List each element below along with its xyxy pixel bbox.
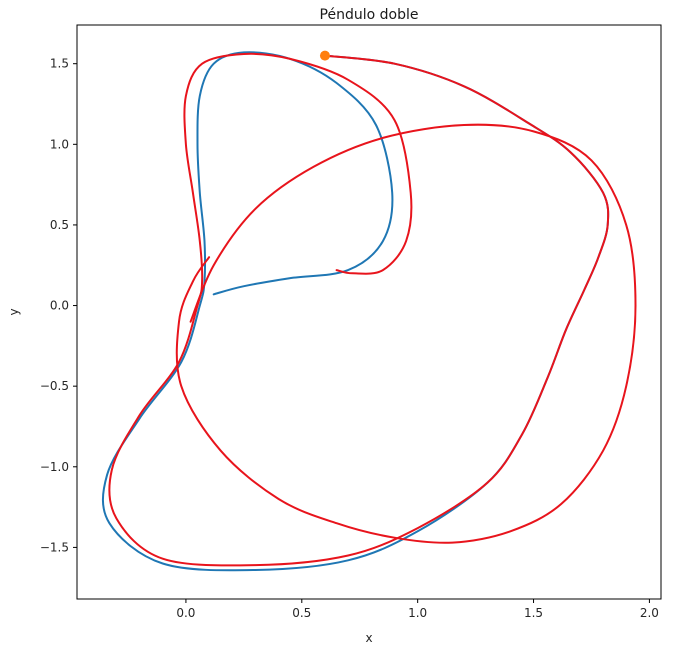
y-tick-label: 1.0 xyxy=(50,137,69,151)
x-tick-label: 0.5 xyxy=(292,606,311,620)
trajectory-line-3 xyxy=(175,123,637,544)
x-tick-label: 2.0 xyxy=(640,606,659,620)
y-axis: −1.5 −1.0 −0.5 0.0 0.5 1.0 1.5 xyxy=(40,57,77,554)
y-tick-label: 0.0 xyxy=(50,299,69,313)
y-tick-label: −1.5 xyxy=(40,540,69,554)
start-point-marker xyxy=(319,50,330,61)
y-tick-label: −1.0 xyxy=(40,460,69,474)
x-tick-label: 1.5 xyxy=(524,606,543,620)
y-tick-label: −0.5 xyxy=(40,379,69,393)
y-axis-label: y xyxy=(7,308,21,315)
x-axis-label: x xyxy=(365,631,372,645)
y-tick-label: 0.5 xyxy=(50,218,69,232)
x-axis: 0.0 0.5 1.0 1.5 2.0 xyxy=(176,599,659,620)
y-tick-label: 1.5 xyxy=(50,57,69,71)
plot-area xyxy=(76,24,662,600)
trajectory-line-2 xyxy=(108,52,610,567)
x-tick-label: 0.0 xyxy=(176,606,195,620)
chart-title: Péndulo doble xyxy=(320,7,419,23)
series-layer xyxy=(101,50,637,572)
x-tick-label: 1.0 xyxy=(408,606,427,620)
